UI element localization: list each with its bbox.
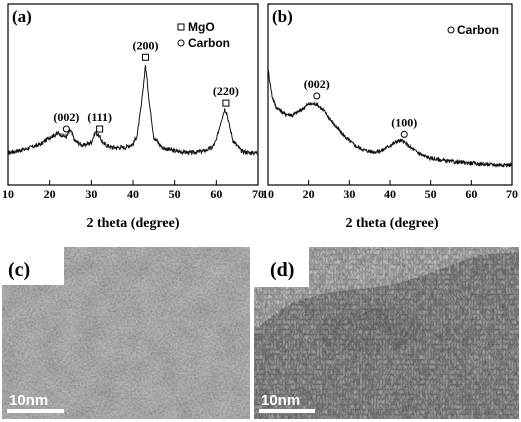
legend-entry-carbon: Carbon — [177, 36, 230, 50]
peak-label-a-0: (002) — [53, 110, 79, 124]
circle-marker-icon — [62, 125, 70, 133]
x-axis-title-a: 2 theta (degree) — [86, 216, 179, 231]
circle-marker-icon — [400, 130, 408, 138]
tem-image-c: (c) 10nm — [2, 247, 250, 419]
panel-letter-b: (b) — [272, 7, 293, 26]
xrd-chart-a: (a) 10 20 30 40 50 60 70 (002) (111)(200)(220) … — [2, 3, 264, 231]
x-tick-label-a-20: 20 — [44, 187, 56, 201]
x-tick-label-a-10: 10 — [2, 187, 14, 201]
peak-label-a-1: (111) — [87, 110, 112, 124]
peak-annotations-a: (002) (111) (200) (220) — [53, 38, 239, 133]
scale-bar-label-d: 10nm — [261, 392, 300, 409]
square-marker-icon — [222, 99, 230, 107]
x-tick-label-b-40: 40 — [384, 187, 396, 201]
legend-b: Carbon — [447, 23, 499, 37]
square-marker-icon — [177, 23, 185, 31]
xrd-pattern-line-b — [267, 69, 513, 169]
x-tick-labels-b: 10 20 30 40 50 60 70 — [262, 187, 518, 201]
panel-letter-a: (a) — [12, 7, 32, 26]
legend-label-carbon-b: Carbon — [457, 23, 499, 37]
x-tick-label-a-50: 50 — [169, 187, 181, 201]
x-tick-labels-a: 10 20 30 40 50 60 70 — [2, 187, 264, 201]
legend-entry-mgo: MgO — [177, 20, 215, 34]
peak-annotation-a-0: (002) — [53, 110, 79, 133]
scale-bar-c — [7, 409, 64, 413]
scale-bar-label-c: 10nm — [9, 392, 48, 409]
peak-annotation-b-1: (100) — [391, 115, 417, 138]
peak-label-b-1: (100) — [391, 115, 417, 129]
peak-annotation-b-0: (002) — [304, 77, 330, 100]
peak-label-a-3: (220) — [213, 84, 239, 98]
legend-a: MgO Carbon — [177, 20, 230, 50]
panel-letter-bg-d — [254, 247, 309, 287]
x-tick-label-b-20: 20 — [303, 187, 315, 201]
x-tick-label-b-50: 50 — [425, 187, 437, 201]
x-ticks-b — [267, 180, 513, 185]
peak-label-a-2: (200) — [133, 38, 159, 52]
x-tick-label-b-60: 60 — [465, 187, 477, 201]
x-tick-label-a-30: 30 — [85, 187, 97, 201]
circle-marker-icon — [177, 39, 185, 47]
peak-annotation-a-2: (200) — [133, 38, 159, 61]
square-marker-icon — [142, 53, 149, 61]
x-tick-label-b-30: 30 — [343, 187, 355, 201]
circle-marker-icon — [313, 92, 321, 100]
legend-entry-carbon-b: Carbon — [447, 23, 499, 37]
x-tick-label-a-70: 70 — [252, 187, 264, 201]
x-tick-label-a-60: 60 — [210, 187, 222, 201]
peak-label-b-0: (002) — [304, 77, 330, 91]
x-tick-label-b-70: 70 — [506, 187, 518, 201]
peak-annotations-b: (002) (100) — [304, 77, 417, 138]
peak-annotation-a-1: (111) — [87, 110, 112, 133]
xrd-pattern-line-a — [7, 64, 259, 157]
panel-letter-d: (d) — [270, 259, 294, 281]
peak-annotation-a-3: (220) — [213, 84, 239, 107]
panel-letter-c: (c) — [8, 259, 30, 281]
x-tick-label-b-10: 10 — [262, 187, 274, 201]
xrd-chart-b: (b) 10 20 30 40 50 60 70 (002) (100) Carbon 2 t… — [262, 3, 518, 231]
panel-letter-bg-c — [2, 247, 64, 285]
x-ticks-a — [7, 180, 259, 185]
square-marker-icon — [96, 125, 104, 133]
x-axis-title-b: 2 theta (degree) — [345, 216, 438, 231]
x-tick-label-a-40: 40 — [127, 187, 139, 201]
scale-bar-d — [259, 409, 315, 413]
circle-marker-icon — [447, 26, 455, 34]
legend-label-mgo: MgO — [188, 20, 215, 34]
legend-label-carbon: Carbon — [188, 36, 230, 50]
tem-image-d: (d) 10nm — [254, 247, 519, 419]
